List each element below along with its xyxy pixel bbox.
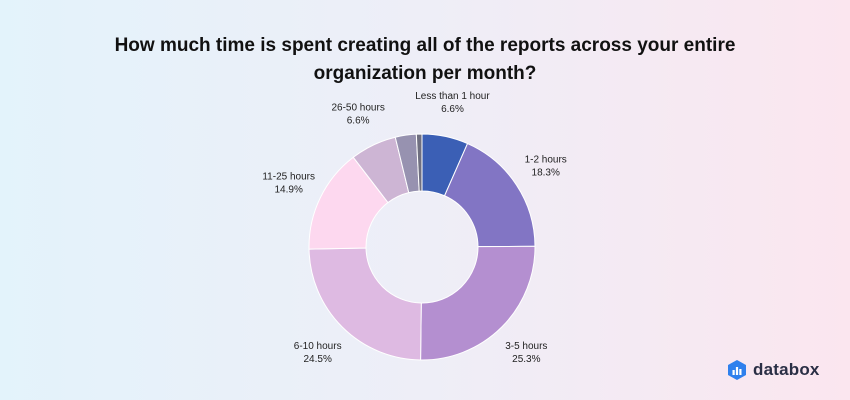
slice-label: Less than 1 hour 6.6% [415,91,490,115]
slices-group [308,133,536,361]
slice-label: 1-2 hours 18.3% [525,155,567,179]
labels-group: Less than 1 hour 6.6% 1-2 hours 18.3% 3-5 ho… [262,91,566,365]
chart-title: How much time is spent creating all of t… [114,35,736,84]
slice-unlabeled-7 [415,133,423,192]
slice-6-10-hours [308,247,422,361]
slice-label: 6-10 hours 24.5% [294,341,342,365]
slice-label: 26-50 hours 6.6% [331,102,384,126]
databox-logo-icon [728,360,746,380]
slice-3-5-hours [420,245,536,361]
databox-logo: databox [727,358,820,382]
slice-label: 3-5 hours 25.3% [505,341,547,365]
brand-name: databox [753,360,820,379]
slice-label: 11-25 hours 14.9% [262,172,315,196]
